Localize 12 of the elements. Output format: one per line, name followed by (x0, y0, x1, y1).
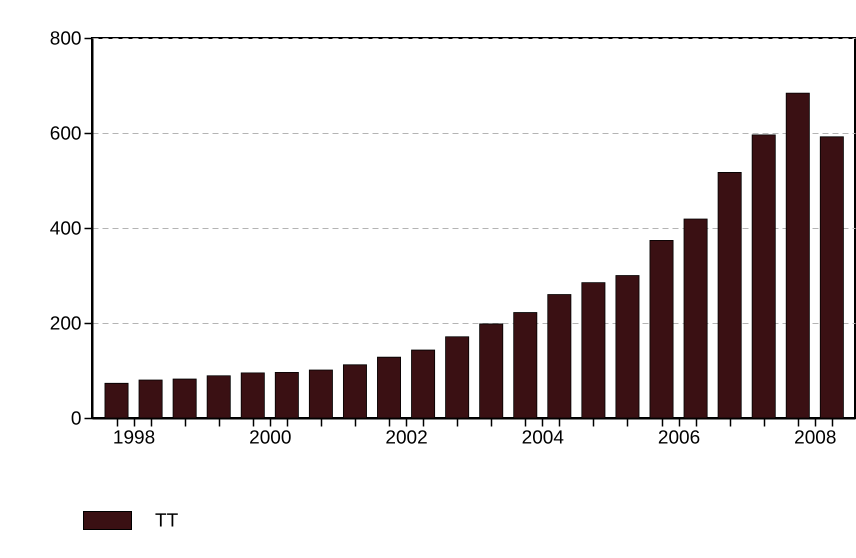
legend-label: TT (155, 510, 179, 532)
y-tick-label: 0 (70, 408, 82, 430)
x-tick-label: 2002 (385, 428, 428, 448)
x-tick-label: 2004 (522, 428, 564, 448)
y-tick-label: 200 (50, 314, 82, 334)
y-tick-label: 400 (50, 218, 82, 240)
x-tick-label: 1998 (112, 428, 156, 448)
y-tick-label: 800 (50, 28, 82, 50)
x-tick-label: 2006 (658, 428, 700, 448)
y-tick-label: 600 (50, 124, 82, 144)
x-tick-label: 2000 (249, 428, 292, 448)
x-tick-label: 2008 (794, 428, 836, 448)
